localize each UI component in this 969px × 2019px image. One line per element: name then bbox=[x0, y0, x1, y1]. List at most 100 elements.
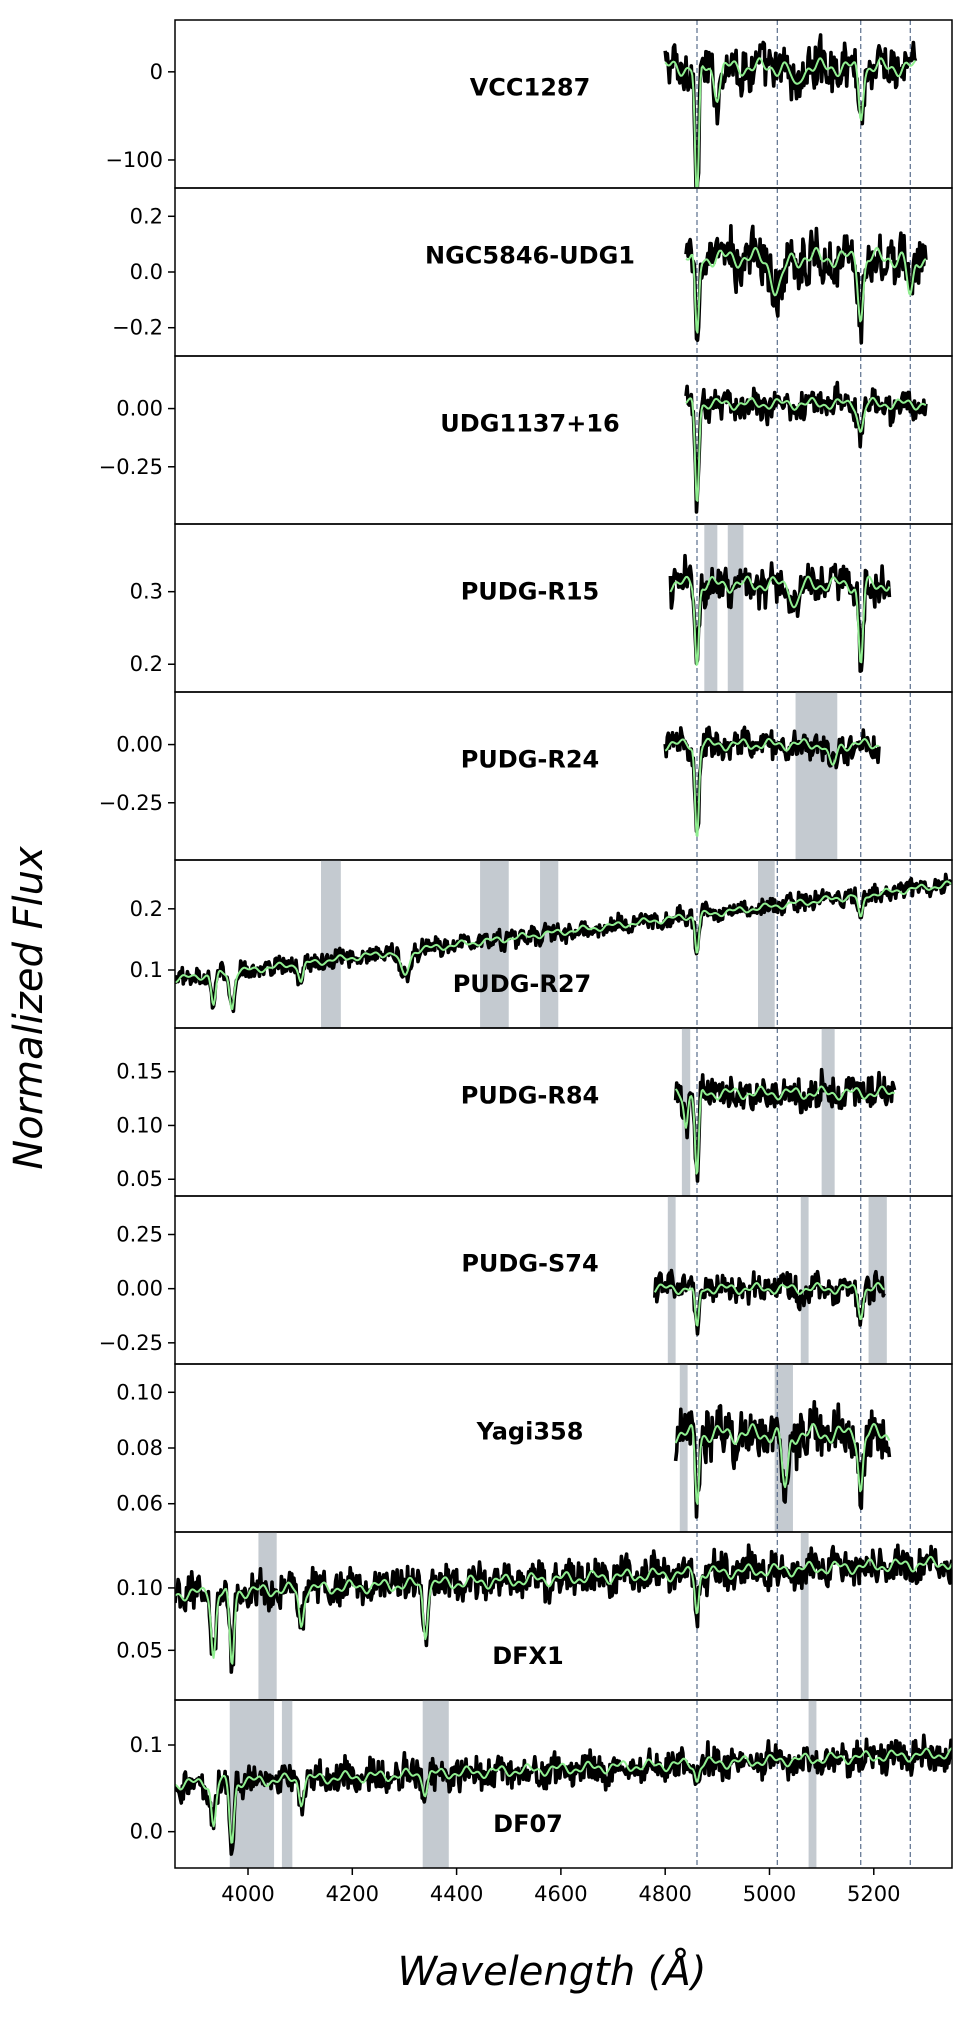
panel-label-dfx1: DFX1 bbox=[492, 1642, 564, 1670]
panel-plot-area bbox=[673, 1028, 911, 1196]
observed-spectrum bbox=[668, 553, 892, 673]
x-tick-label: 4600 bbox=[534, 1882, 587, 1906]
y-tick-label: 0.25 bbox=[116, 1223, 163, 1247]
y-tick-label: 0.00 bbox=[116, 1277, 163, 1301]
model-spectrum bbox=[669, 575, 891, 666]
panel-pudg-r24: 0.00 −0.25 PUDG-R24 bbox=[99, 691, 953, 861]
masked-region bbox=[704, 524, 718, 692]
panels-group: 0 −100 VCC1287 0.2 0.0 −0.2 NGC5846-UDG1 0.00 −0… bbox=[99, 19, 953, 1869]
x-tick-label: 4200 bbox=[326, 1882, 379, 1906]
panel-frame bbox=[174, 859, 953, 1029]
model-spectrum bbox=[175, 880, 952, 1010]
panel-ngc5846-udg1: 0.2 0.0 −0.2 NGC5846-UDG1 bbox=[112, 187, 953, 357]
panel-plot-area bbox=[684, 356, 928, 524]
y-tick-label: −0.25 bbox=[99, 791, 163, 815]
y-tick-label: 0.10 bbox=[116, 1576, 163, 1600]
y-tick-label: 0.06 bbox=[116, 1492, 163, 1516]
model-spectrum bbox=[653, 1282, 885, 1327]
y-axis-title: Normalized Flux bbox=[6, 846, 52, 1170]
x-tick-label: 4000 bbox=[221, 1882, 274, 1906]
masked-region bbox=[258, 1532, 277, 1700]
y-tick-label: 0 bbox=[150, 60, 163, 84]
panel-pudg-s74: 0.25 0.00 −0.25 PUDG-S74 bbox=[99, 1195, 953, 1365]
model-spectrum bbox=[685, 246, 927, 334]
masked-region bbox=[800, 1196, 809, 1364]
panel-label-yagi358: Yagi358 bbox=[476, 1418, 584, 1446]
masked-region bbox=[758, 860, 775, 1028]
y-tick-label: 0.00 bbox=[116, 397, 163, 421]
panel-plot-area bbox=[663, 20, 918, 188]
panel-yagi358: 0.10 0.08 0.06 Yagi358 bbox=[116, 1363, 953, 1533]
panel-pudg-r15: 0.3 0.2 PUDG-R15 bbox=[130, 523, 953, 693]
panel-plot-area bbox=[684, 188, 928, 356]
panel-vcc1287: 0 −100 VCC1287 bbox=[105, 19, 953, 189]
model-spectrum bbox=[685, 396, 927, 502]
panel-df07: 0.1 0.0 DF07 bbox=[130, 1699, 953, 1869]
panel-plot-area bbox=[653, 1196, 911, 1364]
masked-region bbox=[321, 860, 341, 1028]
y-tick-label: 0.0 bbox=[130, 1820, 163, 1844]
model-spectrum bbox=[664, 57, 917, 188]
y-tick-label: 0.05 bbox=[116, 1167, 163, 1191]
masked-region bbox=[679, 1364, 688, 1532]
panel-plot-area bbox=[663, 692, 911, 860]
y-tick-label: −0.2 bbox=[112, 316, 163, 340]
masked-region bbox=[800, 1532, 809, 1700]
x-tick-label: 5000 bbox=[743, 1882, 796, 1906]
observed-spectrum bbox=[653, 1268, 886, 1336]
y-tick-label: 0.15 bbox=[116, 1060, 163, 1084]
panel-frame bbox=[174, 1027, 953, 1197]
observed-spectrum bbox=[663, 33, 918, 188]
y-tick-label: −100 bbox=[105, 148, 163, 172]
model-spectrum bbox=[674, 1422, 891, 1505]
y-tick-label: 0.2 bbox=[130, 204, 163, 228]
panel-label-udg1137-16: UDG1137+16 bbox=[440, 410, 619, 438]
panel-label-pudg-r84: PUDG-R84 bbox=[461, 1082, 600, 1110]
model-spectrum bbox=[664, 737, 880, 837]
x-tick-label: 4400 bbox=[430, 1882, 483, 1906]
panel-plot-area bbox=[175, 860, 952, 1028]
panel-label-ngc5846-udg1: NGC5846-UDG1 bbox=[425, 242, 635, 270]
masked-region bbox=[774, 1364, 793, 1532]
y-tick-label: 0.3 bbox=[130, 580, 163, 604]
y-tick-label: −0.25 bbox=[99, 455, 163, 479]
x-tick-label: 5200 bbox=[847, 1882, 900, 1906]
y-tick-label: 0.2 bbox=[130, 897, 163, 921]
panel-plot-area bbox=[668, 524, 911, 692]
y-tick-label: 0.1 bbox=[130, 1733, 163, 1757]
masked-region bbox=[795, 692, 838, 860]
y-tick-label: 0.05 bbox=[116, 1638, 163, 1662]
y-tick-label: 0.08 bbox=[116, 1436, 163, 1460]
panel-dfx1: 0.10 0.05 DFX1 bbox=[116, 1531, 953, 1701]
panel-frame bbox=[174, 355, 953, 525]
masked-region bbox=[727, 524, 744, 692]
panel-label-df07: DF07 bbox=[493, 1810, 563, 1838]
observed-spectrum bbox=[684, 380, 928, 514]
masked-region bbox=[540, 860, 559, 1028]
model-spectrum bbox=[175, 1555, 952, 1665]
masked-region bbox=[808, 1700, 817, 1868]
y-tick-label: 0.1 bbox=[130, 958, 163, 982]
panel-label-vcc1287: VCC1287 bbox=[470, 74, 591, 102]
y-tick-label: 0.0 bbox=[130, 260, 163, 284]
panel-plot-area bbox=[175, 1532, 952, 1700]
observed-spectrum bbox=[673, 1067, 897, 1183]
panel-label-pudg-r24: PUDG-R24 bbox=[461, 746, 600, 774]
y-tick-label: −0.25 bbox=[99, 1331, 163, 1355]
y-tick-label: 0.2 bbox=[130, 652, 163, 676]
observed-spectrum bbox=[684, 224, 928, 345]
panel-label-pudg-s74: PUDG-S74 bbox=[461, 1250, 598, 1278]
x-axis-title: Wavelength (Å) bbox=[398, 1947, 707, 1995]
x-tick-label: 4800 bbox=[638, 1882, 691, 1906]
model-spectrum bbox=[175, 1747, 952, 1844]
panel-plot-area bbox=[673, 1364, 911, 1532]
x-axis: 4000 4200 4400 4600 4800 5000 5200 bbox=[221, 1868, 901, 1906]
model-spectrum bbox=[674, 1085, 896, 1175]
masked-region bbox=[821, 1028, 835, 1196]
panel-udg1137-16: 0.00 −0.25 UDG1137+16 bbox=[99, 355, 953, 525]
panel-frame bbox=[174, 523, 953, 693]
y-tick-label: 0.10 bbox=[116, 1380, 163, 1404]
panel-pudg-r27: 0.2 0.1 PUDG-R27 bbox=[130, 859, 953, 1029]
panel-frame bbox=[174, 19, 953, 189]
